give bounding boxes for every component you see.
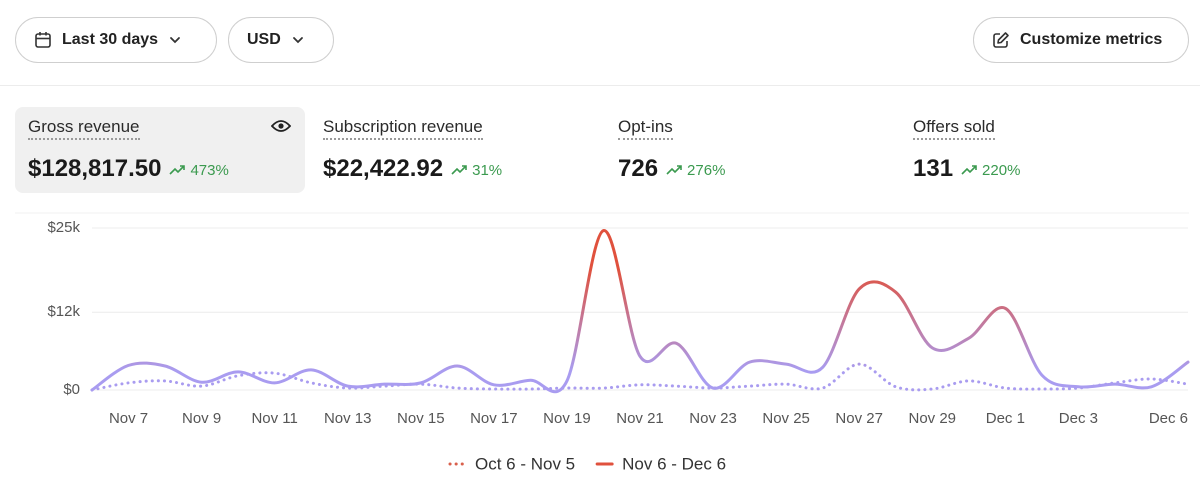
legend-label: Oct 6 - Nov 5 bbox=[475, 454, 575, 473]
metric-card[interactable]: Offers sold 131 220% bbox=[900, 107, 1190, 193]
x-tick-label: Nov 15 bbox=[397, 410, 445, 427]
x-tick-label: Nov 17 bbox=[470, 410, 518, 427]
metric-value: $22,422.92 bbox=[323, 155, 444, 182]
metric-label: Gross revenue bbox=[28, 117, 140, 140]
chevron-icon bbox=[170, 37, 180, 44]
x-tick-label: Nov 25 bbox=[762, 410, 810, 427]
metric-change: 31% bbox=[472, 161, 503, 179]
metric-card[interactable]: Gross revenue $128,817.50 473% bbox=[15, 107, 305, 193]
x-tick-label: Nov 9 bbox=[182, 410, 221, 427]
y-tick-label: $0 bbox=[63, 381, 80, 398]
date-range-label: Last 30 days bbox=[62, 31, 159, 48]
toolbar-divider bbox=[0, 85, 1200, 86]
customize-button[interactable]: Customize metrics bbox=[973, 17, 1189, 63]
metric-change: 220% bbox=[982, 161, 1021, 179]
date-range-button[interactable]: Last 30 days bbox=[15, 17, 217, 63]
legend-label: Nov 6 - Dec 6 bbox=[622, 454, 726, 473]
customize-label: Customize metrics bbox=[1020, 31, 1163, 48]
edit-icon bbox=[993, 32, 1009, 48]
currency-button[interactable]: USD bbox=[228, 17, 334, 63]
x-tick-label: Nov 19 bbox=[543, 410, 591, 427]
metric-card[interactable]: Subscription revenue $22,422.92 31% bbox=[310, 107, 600, 193]
trend-icon bbox=[451, 165, 467, 175]
x-tick-label: Dec 1 bbox=[986, 410, 1025, 427]
x-tick-label: Nov 13 bbox=[324, 410, 372, 427]
x-tick-label: Dec 6 bbox=[1149, 410, 1188, 427]
currency-label: USD bbox=[247, 31, 281, 48]
metric-value: 131 bbox=[913, 155, 954, 182]
calendar-icon bbox=[35, 32, 51, 48]
metric-change: 276% bbox=[687, 161, 726, 179]
y-tick-label: $25k bbox=[47, 219, 80, 236]
x-tick-label: Nov 7 bbox=[109, 410, 148, 427]
metric-label: Offers sold bbox=[913, 117, 995, 140]
x-tick-label: Nov 21 bbox=[616, 410, 664, 427]
trend-icon bbox=[666, 165, 682, 175]
metric-card[interactable]: Opt-ins 726 276% bbox=[605, 107, 895, 193]
trend-icon bbox=[169, 165, 186, 175]
metric-value: 726 bbox=[618, 155, 659, 182]
series-line bbox=[90, 229, 1190, 394]
eye-icon[interactable] bbox=[271, 119, 291, 133]
x-tick-label: Dec 3 bbox=[1059, 410, 1098, 427]
metric-value: $128,817.50 bbox=[28, 155, 162, 182]
y-tick-label: $12k bbox=[47, 303, 80, 320]
metric-change: 473% bbox=[190, 161, 229, 179]
metric-label: Subscription revenue bbox=[323, 117, 483, 140]
x-tick-label: Nov 23 bbox=[689, 410, 737, 427]
x-tick-label: Nov 29 bbox=[909, 410, 957, 427]
chevron-icon bbox=[292, 37, 303, 44]
metric-label: Opt-ins bbox=[618, 117, 673, 140]
x-tick-label: Nov 27 bbox=[835, 410, 883, 427]
trend-icon bbox=[961, 165, 977, 175]
x-tick-label: Nov 11 bbox=[251, 410, 297, 427]
